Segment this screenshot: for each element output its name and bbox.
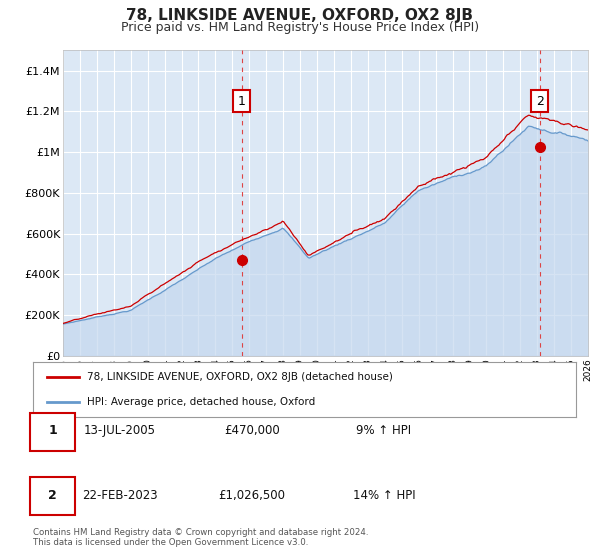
Text: 14% ↑ HPI: 14% ↑ HPI bbox=[353, 488, 415, 502]
Text: Contains HM Land Registry data © Crown copyright and database right 2024.: Contains HM Land Registry data © Crown c… bbox=[33, 528, 368, 536]
Text: 22-FEB-2023: 22-FEB-2023 bbox=[82, 488, 158, 502]
Text: 78, LINKSIDE AVENUE, OXFORD, OX2 8JB: 78, LINKSIDE AVENUE, OXFORD, OX2 8JB bbox=[127, 8, 473, 24]
Text: £470,000: £470,000 bbox=[224, 424, 280, 437]
Text: 2: 2 bbox=[48, 488, 57, 502]
Text: This data is licensed under the Open Government Licence v3.0.: This data is licensed under the Open Gov… bbox=[33, 538, 308, 547]
Text: Price paid vs. HM Land Registry's House Price Index (HPI): Price paid vs. HM Land Registry's House … bbox=[121, 21, 479, 34]
Text: £1,026,500: £1,026,500 bbox=[218, 488, 286, 502]
Text: HPI: Average price, detached house, Oxford: HPI: Average price, detached house, Oxfo… bbox=[88, 398, 316, 407]
Text: 2: 2 bbox=[536, 95, 544, 108]
Text: 78, LINKSIDE AVENUE, OXFORD, OX2 8JB (detached house): 78, LINKSIDE AVENUE, OXFORD, OX2 8JB (de… bbox=[88, 372, 393, 382]
Text: 1: 1 bbox=[48, 424, 57, 437]
Text: 13-JUL-2005: 13-JUL-2005 bbox=[84, 424, 156, 437]
Text: 1: 1 bbox=[238, 95, 245, 108]
Text: 9% ↑ HPI: 9% ↑ HPI bbox=[356, 424, 412, 437]
